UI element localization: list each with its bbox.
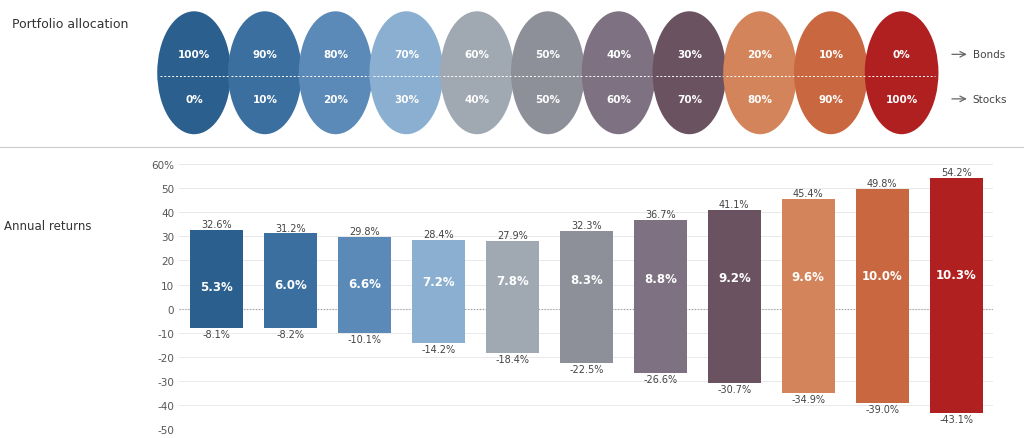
Text: 8.8%: 8.8%	[644, 272, 677, 285]
Text: 40%: 40%	[465, 95, 489, 105]
Text: 6.6%: 6.6%	[348, 277, 381, 290]
Text: 5.3%: 5.3%	[200, 280, 232, 293]
Text: 32.6%: 32.6%	[201, 219, 231, 230]
Text: 90%: 90%	[252, 50, 278, 60]
Text: 7.8%: 7.8%	[496, 274, 528, 287]
Bar	[263, 234, 316, 328]
Text: 40%: 40%	[606, 50, 631, 60]
Bar	[412, 240, 465, 343]
Text: Annual returns: Annual returns	[4, 219, 92, 232]
Text: 8.3%: 8.3%	[570, 273, 602, 286]
Bar	[708, 210, 761, 383]
Text: -30.7%: -30.7%	[717, 384, 752, 394]
Text: 10%: 10%	[252, 95, 278, 105]
Text: -10.1%: -10.1%	[347, 334, 381, 344]
Text: 45.4%: 45.4%	[793, 189, 823, 199]
Text: 100%: 100%	[178, 50, 210, 60]
Text: 32.3%: 32.3%	[571, 220, 601, 230]
Text: 60%: 60%	[465, 50, 489, 60]
Bar	[559, 231, 613, 363]
Text: -14.2%: -14.2%	[421, 344, 456, 354]
Text: -34.9%: -34.9%	[792, 394, 825, 404]
Text: 6.0%: 6.0%	[273, 279, 306, 292]
Bar	[781, 200, 835, 393]
Ellipse shape	[228, 12, 302, 135]
Ellipse shape	[582, 12, 655, 135]
Text: 54.2%: 54.2%	[941, 168, 972, 178]
Text: -8.2%: -8.2%	[276, 330, 304, 339]
Text: 10.3%: 10.3%	[936, 268, 977, 281]
Text: 20%: 20%	[324, 95, 348, 105]
Text: 36.7%: 36.7%	[645, 210, 676, 220]
Ellipse shape	[299, 12, 373, 135]
Ellipse shape	[723, 12, 797, 135]
Text: 27.9%: 27.9%	[497, 231, 527, 241]
Text: 10%: 10%	[818, 50, 844, 60]
Text: 28.4%: 28.4%	[423, 230, 454, 240]
Ellipse shape	[511, 12, 585, 135]
Text: 50%: 50%	[536, 95, 560, 105]
Ellipse shape	[794, 12, 867, 135]
Text: 80%: 80%	[748, 95, 772, 105]
Text: 9.6%: 9.6%	[792, 270, 824, 283]
Text: -43.1%: -43.1%	[939, 413, 973, 424]
Text: -22.5%: -22.5%	[569, 364, 603, 374]
Text: -26.6%: -26.6%	[643, 374, 677, 384]
Bar	[485, 242, 539, 353]
Text: 31.2%: 31.2%	[274, 223, 305, 233]
Text: 60%: 60%	[606, 95, 631, 105]
Text: 7.2%: 7.2%	[422, 276, 455, 289]
Text: 50%: 50%	[536, 50, 560, 60]
Text: -18.4%: -18.4%	[496, 354, 529, 364]
Text: 80%: 80%	[324, 50, 348, 60]
Ellipse shape	[370, 12, 443, 135]
Ellipse shape	[864, 12, 938, 135]
Bar	[856, 189, 909, 403]
Text: 10.0%: 10.0%	[862, 269, 902, 282]
Text: 100%: 100%	[886, 95, 918, 105]
Text: Bonds: Bonds	[973, 50, 1005, 60]
Text: 20%: 20%	[748, 50, 772, 60]
Text: -8.1%: -8.1%	[203, 329, 230, 339]
Text: 9.2%: 9.2%	[718, 271, 751, 284]
Bar	[930, 179, 983, 413]
Text: 90%: 90%	[818, 95, 844, 105]
Text: 30%: 30%	[677, 50, 701, 60]
Ellipse shape	[440, 12, 514, 135]
Bar	[189, 230, 243, 328]
Text: 70%: 70%	[394, 50, 419, 60]
Text: 41.1%: 41.1%	[719, 199, 750, 209]
Text: Portfolio allocation: Portfolio allocation	[12, 18, 129, 32]
Bar	[634, 221, 687, 373]
Text: Stocks: Stocks	[973, 95, 1008, 105]
Text: 49.8%: 49.8%	[867, 178, 897, 188]
Text: 70%: 70%	[677, 95, 701, 105]
Text: -39.0%: -39.0%	[865, 404, 899, 414]
Text: 29.8%: 29.8%	[349, 226, 380, 237]
Ellipse shape	[158, 12, 231, 135]
Text: 30%: 30%	[394, 95, 419, 105]
Bar	[338, 237, 391, 333]
Ellipse shape	[652, 12, 726, 135]
Text: 0%: 0%	[893, 50, 910, 60]
Text: 0%: 0%	[185, 95, 203, 105]
